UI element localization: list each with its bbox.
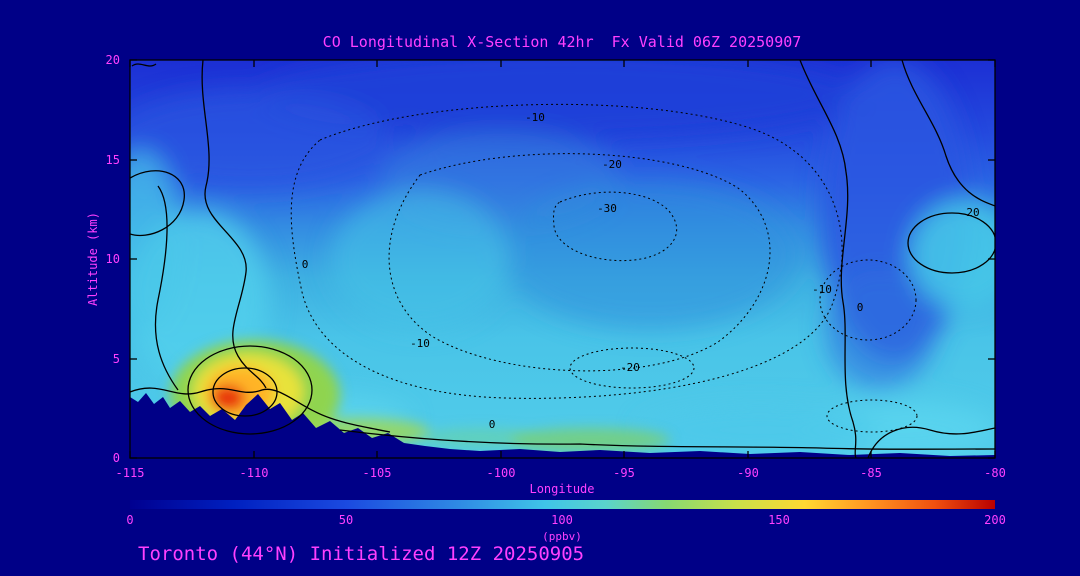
contour-lines-dotted xyxy=(290,103,918,433)
y-axis-title: Altitude (km) xyxy=(86,212,100,306)
colorbar-units-label: (ppbv) xyxy=(542,530,582,543)
colorbar-gradient xyxy=(130,500,995,509)
contour-label: -10 xyxy=(410,337,430,350)
y-tick-label: 0 xyxy=(113,451,120,465)
x-tick-label: -95 xyxy=(613,466,635,480)
contour-label: -30 xyxy=(597,202,617,215)
x-tick-label: -105 xyxy=(363,466,392,480)
colorbar-tick-label: 200 xyxy=(984,513,1006,527)
contour-label: 0 xyxy=(489,418,496,431)
contour-label: 0 xyxy=(302,258,309,271)
colorbar-tick-label: 150 xyxy=(768,513,790,527)
y-tick-label: 10 xyxy=(106,252,120,266)
contour-label: -10 xyxy=(812,283,832,296)
heatmap-field: -10 -20 -30 -20 -10 0 0 20 0 -10 xyxy=(130,60,995,458)
x-tick-label: -85 xyxy=(860,466,882,480)
contour-label: -20 xyxy=(620,361,640,374)
x-tick-label: -100 xyxy=(487,466,516,480)
x-axis-title: Longitude xyxy=(529,482,594,496)
terrain-silhouette xyxy=(130,393,995,458)
contour-label: 0 xyxy=(857,301,864,314)
colorbar: 0 50 100 150 200 (ppbv) xyxy=(126,500,1006,543)
y-axis: 20 15 10 5 0 Altitude (km) xyxy=(86,53,120,465)
contour-label: 20 xyxy=(966,206,979,219)
colorbar-tick-label: 50 xyxy=(339,513,353,527)
x-tick-label: -115 xyxy=(116,466,145,480)
colorbar-tick-label: 100 xyxy=(551,513,573,527)
contour-labels: -10 -20 -30 -20 -10 0 0 20 0 -10 xyxy=(302,111,980,431)
x-tick-label: -80 xyxy=(984,466,1006,480)
chart-title: CO Longitudinal X-Section 42hr Fx Valid … xyxy=(323,33,802,51)
y-tick-label: 15 xyxy=(106,153,120,167)
contour-label: -20 xyxy=(602,158,622,171)
plot-frame xyxy=(129,59,996,459)
contour-label: -10 xyxy=(525,111,545,124)
y-tick-label: 20 xyxy=(106,53,120,67)
init-info-text: Toronto (44°N) Initialized 12Z 20250905 xyxy=(138,543,584,565)
x-tick-label: -90 xyxy=(737,466,759,480)
x-tick-label: -110 xyxy=(240,466,269,480)
y-tick-label: 5 xyxy=(113,352,120,366)
colorbar-tick-label: 0 xyxy=(126,513,133,527)
contour-lines-solid xyxy=(130,60,995,458)
x-axis: -115 -110 -105 -100 -95 -90 -85 -80 Long… xyxy=(116,466,1006,496)
